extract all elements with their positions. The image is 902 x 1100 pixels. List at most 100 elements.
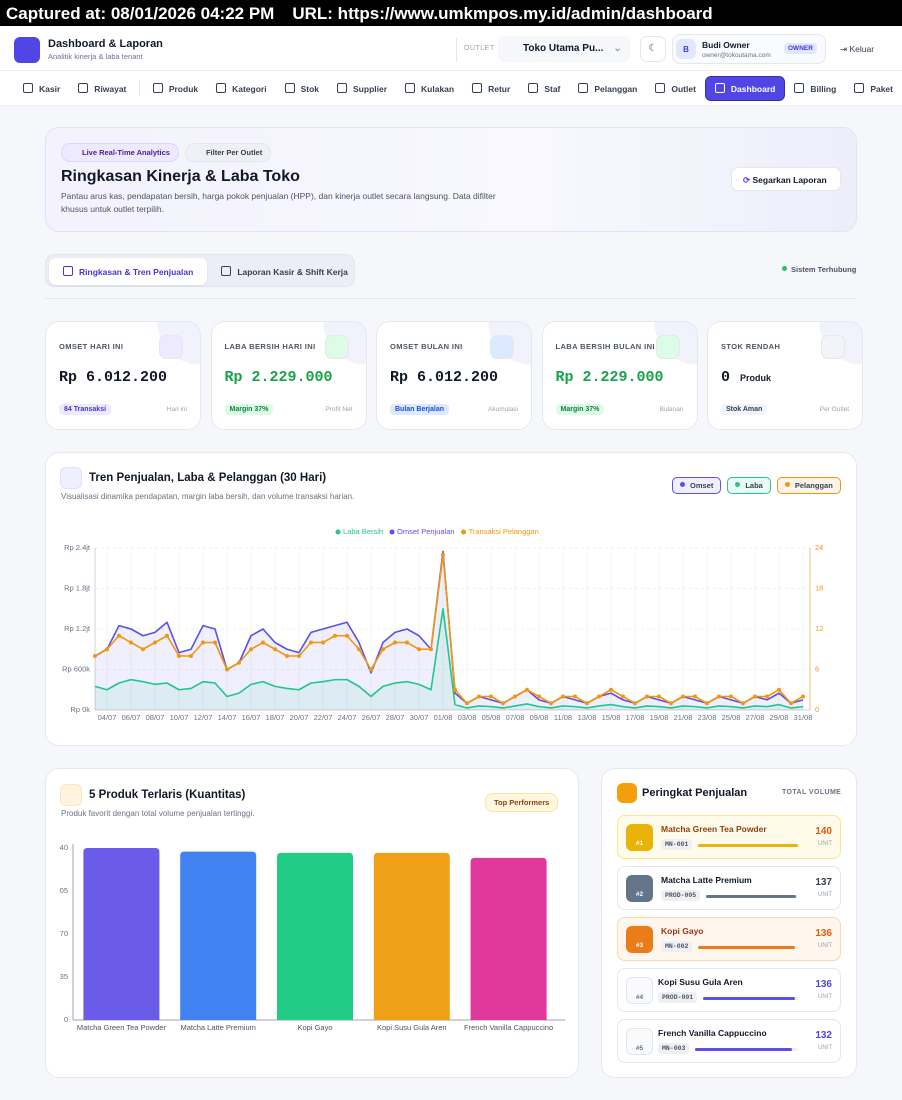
rank-bar: [698, 946, 796, 949]
tab-row: Ringkasan & Tren Penjualan Laporan Kasir …: [49, 258, 362, 285]
toggle[interactable]: Laba: [727, 477, 771, 494]
nav-icon: [714, 82, 725, 93]
stat-card: OMSET BULAN INI Rp 6.012.200 Bulan Berjala…: [376, 321, 532, 430]
toggle-dot: [784, 482, 790, 487]
nav-label: Kategori: [232, 83, 267, 94]
stat-icon: [655, 335, 680, 359]
rank-code: MN-003: [658, 1043, 690, 1054]
stat-card: LABA BERSIH HARI INI Rp 2.229.000 Margin 3…: [210, 321, 367, 430]
rank-badge: #4: [626, 977, 653, 1004]
rank-volume: 136: [815, 928, 832, 939]
rank-unit: UNIT: [818, 1045, 832, 1051]
stat-card: LABA BERSIH BULAN INI Rp 2.229.000 Margin …: [541, 321, 698, 430]
refresh-button[interactable]: ⟳ Segarkan Laporan: [731, 167, 841, 191]
nav-label: Stok: [300, 83, 320, 94]
stat-value: Rp 2.229.000: [224, 369, 333, 386]
ranking-item: #3 Kopi Gayo MN-002 136 UNIT: [617, 917, 841, 961]
nav-item[interactable]: Produk: [144, 77, 207, 100]
rank-bar: [698, 844, 798, 847]
products-icon: [60, 784, 82, 806]
tab[interactable]: Laporan Kasir & Shift Kerja: [207, 258, 362, 285]
hero-badge: Live Real-Time Analytics: [61, 143, 179, 162]
toggle-label: Pelanggan: [794, 481, 833, 490]
status-label: Sistem Terhubung: [791, 265, 857, 274]
nav-item[interactable]: Staf: [519, 77, 569, 100]
nav-label: Paket: [870, 83, 893, 94]
nav-icon: [655, 82, 666, 93]
nav-label: Produk: [168, 83, 199, 94]
nav-item[interactable]: Kasir: [14, 77, 69, 100]
nav-item[interactable]: Riwayat: [69, 77, 135, 100]
logo: [14, 37, 40, 63]
hero-badges: Live Real-Time Analytics Filter Per Outle…: [61, 143, 272, 162]
stat-label: STOK RENDAH: [721, 342, 781, 351]
toggle-label: Laba: [745, 481, 763, 490]
stat-card: OMSET HARI INI Rp 6.012.200 84 Transaksi Ha…: [45, 321, 201, 430]
nav-item[interactable]: Dashboard: [704, 75, 786, 101]
rank-unit: UNIT: [818, 892, 832, 898]
stat-note: Profit Net: [325, 406, 353, 413]
ranking-header: TOTAL VOLUME: [782, 789, 842, 796]
rank-unit: UNIT: [818, 841, 832, 847]
stat-card: STOK RENDAH 0 Produk Stok Aman Per Outlet: [707, 321, 863, 430]
stat-value: 0 Produk: [721, 369, 772, 386]
nav-item[interactable]: Paket: [845, 77, 902, 100]
refresh-label: Segarkan Laporan: [752, 175, 827, 185]
rank-code: MN-002: [661, 941, 693, 952]
hero-badge: Filter Per Outlet: [184, 143, 272, 162]
tab[interactable]: Ringkasan & Tren Penjualan: [49, 258, 208, 285]
nav-icon: [854, 82, 865, 93]
stat-badge: Margin 37%: [224, 404, 274, 415]
rank-volume: 140: [815, 826, 832, 837]
toggle[interactable]: Omset: [672, 477, 722, 494]
nav-item[interactable]: Supplier: [328, 77, 396, 100]
rank-code: PROD-001: [658, 992, 698, 1003]
nav-label: Staf: [544, 83, 561, 94]
rank-badge: #3: [626, 926, 653, 953]
ranking-icon: [617, 783, 637, 803]
app-subtitle: Analitik kinerja & laba tenant: [48, 52, 143, 61]
avatar: B: [676, 39, 696, 59]
outlet-select[interactable]: Toko Utama Pu... ⌄: [498, 36, 630, 62]
capture-bar: Captured at: 08/01/2026 04:22 PM URL: htt…: [0, 0, 902, 26]
nav-item[interactable]: Kulakan: [396, 77, 463, 100]
theme-button[interactable]: ☾: [640, 36, 666, 62]
tab-label: Laporan Kasir & Shift Kerja: [237, 267, 348, 277]
stat-label: OMSET HARI INI: [59, 342, 124, 351]
hero-card: [45, 127, 857, 232]
nav-icon: [405, 82, 416, 93]
nav-label: Billing: [810, 83, 837, 94]
toggle[interactable]: Pelanggan: [776, 477, 841, 494]
trend-icon: [60, 467, 82, 489]
logout[interactable]: ⇥ Keluar: [840, 44, 875, 54]
nav-item[interactable]: Kategori: [207, 77, 275, 100]
nav-item[interactable]: Outlet: [646, 77, 705, 100]
nav-bar: Kasir Riwayat Produk Kategori Stok Supplier Ku…: [0, 71, 902, 106]
nav-item[interactable]: Retur: [463, 77, 519, 100]
toggle-label: Omset: [690, 481, 714, 490]
stat-note: Akumulasi: [488, 406, 518, 413]
trend-subtitle: Visualisasi dinamika pendapatan, margin …: [61, 492, 355, 501]
products-title: 5 Produk Terlaris (Kuantitas): [89, 789, 246, 801]
ranking-item: #1 Matcha Green Tea Powder MN-001 140 UNIT: [617, 815, 841, 859]
ranking-item: #4 Kopi Susu Gula Aren PROD-001 136 UNIT: [617, 968, 841, 1012]
stat-value: Rp 6.012.200: [59, 369, 168, 386]
nav-label: Pelanggan: [594, 83, 638, 94]
logout-label: Keluar: [849, 44, 875, 54]
stat-note: Bulanan: [659, 406, 684, 413]
divider: [45, 298, 857, 299]
tab-label: Ringkasan & Tren Penjualan: [79, 267, 194, 277]
ranking-item: #2 Matcha Latte Premium PROD-005 137 UNIT: [617, 866, 841, 910]
rank-code: MN-001: [661, 839, 693, 850]
nav-item[interactable]: Billing: [785, 77, 845, 100]
nav-label: Supplier: [353, 83, 388, 94]
rank-volume: 137: [815, 877, 832, 888]
nav-label: Dashboard: [730, 83, 776, 94]
stat-value: Rp 2.229.000: [555, 369, 664, 386]
nav-icon: [472, 82, 483, 93]
nav-icon: [284, 82, 295, 93]
nav-item[interactable]: Stok: [276, 77, 328, 100]
nav-icon: [794, 82, 805, 93]
stat-badge: Margin 37%: [555, 404, 605, 415]
nav-item[interactable]: Pelanggan: [569, 77, 646, 100]
